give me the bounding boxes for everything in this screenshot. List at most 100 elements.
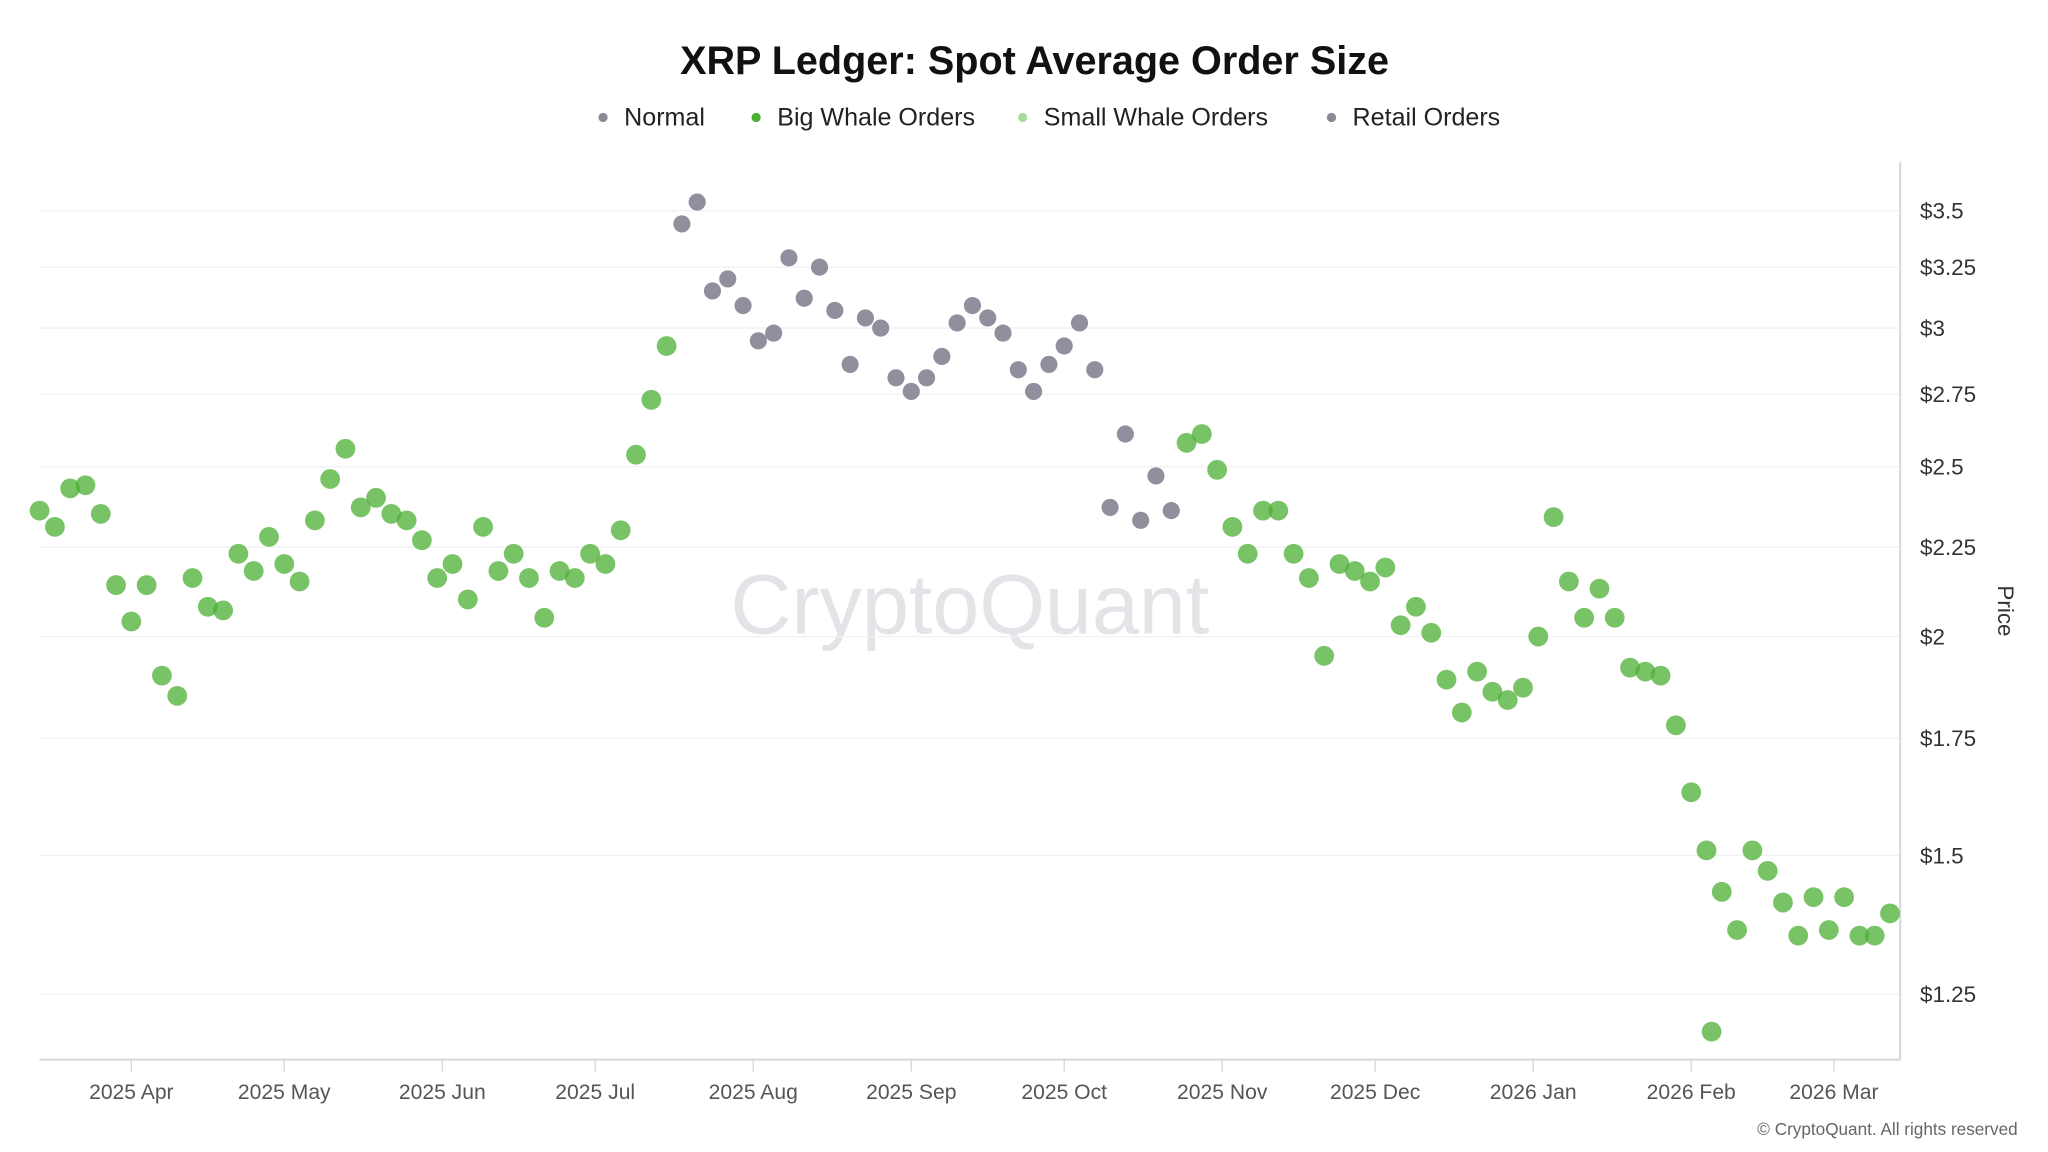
data-point-normal bbox=[902, 382, 920, 401]
data-point-big bbox=[1406, 596, 1426, 617]
data-point-big bbox=[152, 665, 172, 686]
data-point-big bbox=[412, 530, 432, 551]
data-point-big bbox=[228, 543, 249, 564]
data-point-big bbox=[1604, 607, 1625, 628]
data-point-big bbox=[29, 500, 50, 521]
data-point-big bbox=[1436, 669, 1457, 690]
legend-item-retail[interactable]: Retail Orders bbox=[1353, 103, 1501, 131]
x-tick-label: 2025 Jun bbox=[399, 1081, 486, 1104]
data-point-big bbox=[1513, 677, 1533, 698]
data-point-big bbox=[1773, 892, 1793, 913]
data-point-big bbox=[75, 475, 96, 496]
data-points bbox=[29, 193, 1900, 1042]
x-tick-label: 2025 Jul bbox=[555, 1081, 635, 1104]
data-point-normal bbox=[795, 289, 813, 307]
data-point-big bbox=[1421, 622, 1442, 643]
data-point-big bbox=[1207, 459, 1228, 480]
data-point-big bbox=[1742, 840, 1763, 861]
data-point-big bbox=[90, 503, 111, 524]
legend-item-big[interactable]: Big Whale Orders bbox=[777, 103, 975, 131]
data-point-normal bbox=[856, 309, 874, 327]
data-point-big bbox=[1314, 645, 1335, 666]
data-point-big bbox=[1543, 507, 1564, 527]
data-point-normal bbox=[1009, 361, 1027, 379]
data-point-big bbox=[1620, 657, 1640, 678]
data-point-big bbox=[564, 568, 585, 588]
data-point-big bbox=[1574, 607, 1595, 628]
data-point-big bbox=[549, 561, 570, 581]
y-tick-label: $1.75 bbox=[1920, 726, 1976, 751]
data-point-big bbox=[106, 575, 126, 595]
data-point-big bbox=[366, 487, 386, 508]
data-point-normal bbox=[765, 324, 783, 342]
data-point-normal bbox=[1025, 382, 1043, 401]
data-point-big bbox=[1298, 568, 1319, 588]
data-point-big bbox=[656, 336, 677, 356]
data-point-big bbox=[1375, 557, 1396, 578]
data-point-big bbox=[335, 438, 356, 459]
data-point-big bbox=[626, 444, 646, 465]
data-point-normal bbox=[749, 332, 767, 350]
data-point-big bbox=[1344, 561, 1365, 581]
data-point-normal bbox=[887, 369, 905, 387]
data-point-big bbox=[350, 497, 371, 518]
data-point-normal bbox=[963, 296, 982, 315]
data-point-big bbox=[503, 543, 524, 564]
data-point-big bbox=[1864, 925, 1885, 946]
y-tick-label: $1.5 bbox=[1920, 843, 1964, 868]
legend-marker-normal bbox=[598, 112, 608, 123]
data-point-big bbox=[1482, 681, 1503, 702]
data-point-big bbox=[595, 554, 616, 574]
data-point-normal bbox=[688, 193, 706, 211]
x-tick-label: 2025 May bbox=[238, 1081, 331, 1104]
x-tick-label: 2025 Oct bbox=[1021, 1081, 1107, 1104]
data-point-big bbox=[60, 478, 81, 499]
data-point-big bbox=[1268, 500, 1289, 521]
x-tick-label: 2025 Nov bbox=[1177, 1081, 1268, 1104]
data-point-big bbox=[1528, 626, 1549, 647]
data-point-big bbox=[488, 561, 509, 581]
data-point-normal bbox=[1086, 361, 1104, 379]
x-tick-label: 2026 Jan bbox=[1490, 1081, 1577, 1104]
y-tick-label: $2 bbox=[1920, 624, 1945, 649]
data-point-normal bbox=[719, 270, 737, 288]
data-point-normal bbox=[933, 347, 951, 366]
data-point-normal bbox=[810, 258, 829, 276]
data-point-normal bbox=[1116, 425, 1134, 443]
x-tick-label: 2025 Apr bbox=[89, 1081, 174, 1104]
legend-item-normal[interactable]: Normal bbox=[624, 103, 705, 131]
gridlines bbox=[39, 210, 1901, 995]
data-point-big bbox=[1497, 690, 1518, 710]
y-tick-label: $1.25 bbox=[1920, 982, 1976, 1007]
legend-marker-small bbox=[1018, 112, 1028, 123]
legend: Normal Big Whale Orders Small Whale Orders… bbox=[598, 103, 1500, 131]
data-point-big bbox=[1467, 661, 1488, 682]
data-point-normal bbox=[994, 324, 1012, 342]
data-point-normal bbox=[1040, 355, 1058, 373]
y-tick-label: $3.25 bbox=[1920, 255, 1976, 280]
data-point-big bbox=[580, 543, 601, 564]
data-point-big bbox=[167, 685, 188, 706]
x-tick-label: 2025 Sep bbox=[866, 1081, 956, 1104]
axes: $3.5 $3.25 $3 $2.75 $2.5 $2.25 $2 $1.75 $1.5 $1.2… bbox=[39, 162, 1976, 1104]
y-tick-label: $2.75 bbox=[1920, 382, 1976, 407]
data-point-big bbox=[442, 554, 463, 574]
data-point-big bbox=[1681, 782, 1702, 803]
data-point-big bbox=[1390, 615, 1411, 636]
data-point-normal bbox=[1162, 502, 1180, 520]
data-point-normal bbox=[1055, 337, 1073, 355]
data-point-normal bbox=[948, 314, 966, 332]
data-point-normal bbox=[703, 282, 722, 300]
data-point-normal bbox=[1147, 467, 1165, 485]
data-point-big bbox=[274, 554, 295, 574]
legend-marker-retail bbox=[1326, 112, 1337, 123]
watermark: CryptoQuant bbox=[731, 557, 1210, 651]
data-point-big bbox=[534, 607, 555, 628]
data-point-big bbox=[641, 389, 662, 410]
data-point-big bbox=[1222, 517, 1243, 537]
data-point-big bbox=[1803, 887, 1824, 908]
legend-item-small[interactable]: Small Whale Orders bbox=[1044, 103, 1268, 131]
data-point-big bbox=[1849, 925, 1870, 946]
data-point-big bbox=[197, 596, 218, 617]
